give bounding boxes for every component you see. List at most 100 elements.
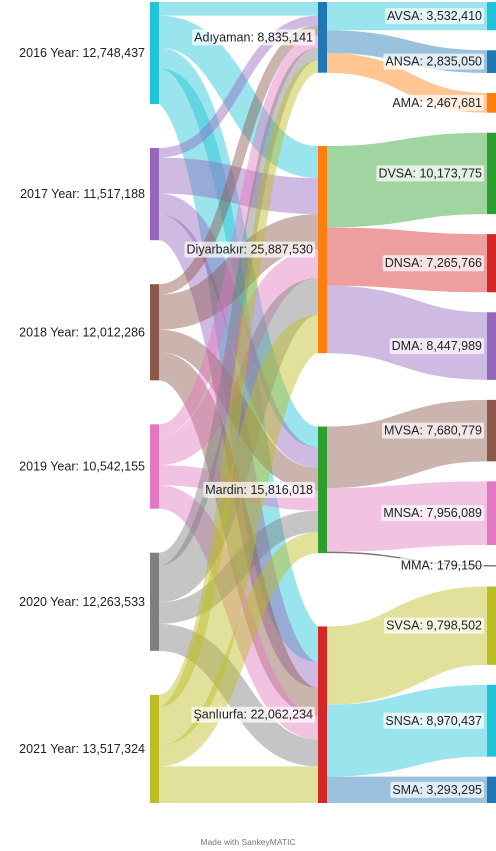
sankey-node — [318, 2, 327, 73]
node-label-separator: : — [419, 714, 426, 728]
node-label-separator: : — [419, 96, 426, 110]
sankey-link — [158, 15, 319, 158]
sankey-link — [157, 193, 320, 469]
node-label-group: 2018 Year: 12,012,286 — [19, 325, 145, 339]
node-label-separator: : — [419, 619, 426, 633]
node-label-separator: : — [76, 187, 83, 201]
sankey-node — [150, 284, 159, 381]
node-label-value: 12,263,533 — [82, 595, 145, 609]
node-label-value: 11,517,188 — [83, 187, 145, 201]
node-label-value: 179,150 — [437, 559, 482, 573]
node-label-value: 25,887,530 — [250, 243, 313, 257]
node-label-group: 2020 Year: 12,263,533 — [19, 595, 145, 609]
node-label: SVSA: 9,798,502 — [386, 619, 482, 633]
node-label-separator: : — [419, 506, 426, 520]
sankey-node — [487, 92, 496, 113]
node-label-value: 3,532,410 — [426, 9, 482, 23]
node-label: AVSA: 3,532,410 — [387, 9, 482, 23]
node-label: DMA: 8,447,989 — [392, 339, 482, 353]
node-label-group: 2019 Year: 10,542,155 — [19, 460, 145, 474]
sankey-node — [318, 146, 327, 354]
node-label-group: 2016 Year: 12,748,437 — [19, 46, 145, 60]
node-label: DVSA: 10,173,775 — [378, 166, 482, 180]
label-backdrop — [191, 706, 316, 723]
sankey-node — [318, 626, 327, 803]
node-label-name: SMA — [392, 783, 420, 797]
sankey-node — [487, 684, 496, 757]
node-label-name: SVSA — [386, 619, 420, 633]
sankey-node — [487, 565, 496, 567]
node-label: Şanlıurfa: 22,062,234 — [193, 708, 313, 722]
node-label-separator: : — [419, 783, 426, 797]
node-label-separator: : — [412, 166, 419, 180]
node-label: Adıyaman: 8,835,141 — [194, 30, 313, 44]
node-label-name: Diyarbakır — [187, 243, 244, 257]
label-backdrop — [385, 8, 485, 25]
node-label-name: Mardin — [205, 483, 243, 497]
node-label-separator: : — [430, 559, 437, 573]
node-label-group: AMA: 2,467,681 — [390, 94, 485, 111]
node-label-group: MVSA: 7,680,779 — [382, 422, 485, 439]
node-label-name: MMA — [401, 559, 431, 573]
node-label: MMA: 179,150 — [401, 559, 482, 573]
sankey-node — [487, 312, 496, 380]
sankey-labels: 2016 Year: 12,748,437 2017 Year: 11,517,1… — [19, 8, 485, 798]
sankey-link — [158, 510, 319, 624]
node-label-value: 7,265,766 — [426, 256, 482, 270]
node-label-value: 8,447,989 — [426, 339, 482, 353]
footer-credit: Made with SankeyMATIC — [200, 837, 295, 847]
node-label-value: 8,835,141 — [257, 30, 313, 44]
node-label-value: 10,173,775 — [419, 166, 482, 180]
node-label-value: 3,293,295 — [426, 783, 482, 797]
node-label-group: MMA: 179,150 — [398, 557, 485, 574]
sankey-node — [487, 399, 496, 462]
node-label-name: 2021 Year — [19, 742, 75, 756]
node-label-name: AMA — [392, 96, 420, 110]
node-label-value: 22,062,234 — [250, 708, 313, 722]
sankey-node — [487, 234, 496, 293]
node-label-name: 2018 Year — [19, 325, 75, 339]
node-label-separator: : — [419, 55, 426, 69]
sankey-link — [157, 35, 320, 437]
node-label-group: Mardin: 15,816,018 — [203, 481, 316, 498]
node-label-name: SNSA — [385, 714, 420, 728]
node-label-group: Diyarbakır: 25,887,530 — [184, 241, 316, 258]
sankey-node — [150, 694, 159, 803]
node-label-group: ANSA: 2,835,050 — [383, 53, 485, 70]
label-backdrop — [384, 617, 485, 634]
sankey-node — [150, 148, 159, 241]
sankey-link — [157, 47, 320, 566]
node-label-group: MNSA: 7,956,089 — [381, 505, 485, 522]
node-label-value: 2,467,681 — [426, 96, 482, 110]
node-label-name: Adıyaman — [194, 30, 250, 44]
node-label-name: MNSA — [383, 506, 420, 520]
node-label-value: 9,798,502 — [426, 619, 482, 633]
node-label-separator: : — [75, 742, 82, 756]
node-label: ANSA: 2,835,050 — [385, 55, 482, 69]
sankey-link — [158, 329, 319, 491]
node-label-name: MVSA — [384, 424, 420, 438]
node-label-name: 2017 Year — [20, 187, 76, 201]
node-label-value: 13,517,324 — [82, 742, 145, 756]
node-label: Mardin: 15,816,018 — [205, 483, 313, 497]
sankey-link — [157, 532, 320, 767]
node-label-separator: : — [75, 460, 82, 474]
node-label: 2016 Year: 12,748,437 — [19, 46, 145, 60]
label-backdrop — [382, 255, 485, 272]
label-backdrop — [203, 481, 316, 498]
node-label-value: 15,816,018 — [250, 483, 313, 497]
node-label-value: 2,835,050 — [426, 55, 482, 69]
node-label: Diyarbakır: 25,887,530 — [187, 243, 314, 257]
node-label-name: DMA — [392, 339, 420, 353]
node-label-value: 7,680,779 — [426, 424, 482, 438]
node-label-group: 2017 Year: 11,517,188 — [20, 187, 145, 201]
sankey-link — [158, 623, 319, 767]
node-label-group: DVSA: 10,173,775 — [376, 165, 485, 182]
node-label-group: SMA: 3,293,295 — [390, 781, 485, 798]
node-label-value: 8,970,437 — [426, 714, 482, 728]
node-label-name: AVSA — [387, 9, 420, 23]
label-backdrop — [390, 94, 485, 111]
node-label-name: Şanlıurfa — [193, 708, 243, 722]
label-backdrop — [382, 422, 485, 439]
node-label: AMA: 2,467,681 — [392, 96, 482, 110]
